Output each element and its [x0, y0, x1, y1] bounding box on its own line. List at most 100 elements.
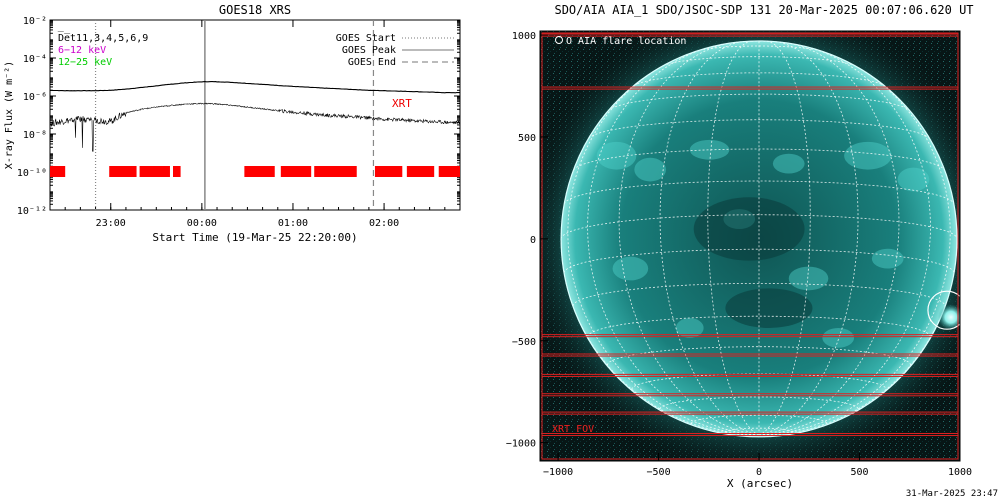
coronal-hole — [725, 288, 813, 328]
goes-y-axis-label: X-ray Flux (W m⁻²) — [4, 61, 15, 169]
active-region — [897, 167, 930, 192]
goes-y-tick-label: 10⁻⁴ — [23, 54, 47, 65]
goes-x-tick-label: 23:00 — [96, 218, 126, 229]
aia-x-axis-label: X (arcsec) — [727, 477, 793, 490]
longitude-line — [758, 42, 900, 436]
aia-x-tick-label: 1000 — [948, 467, 972, 478]
latitude-line — [724, 427, 794, 433]
longitude-line — [618, 42, 760, 436]
xrt-fov-label: XRT FOV — [552, 424, 594, 435]
goes-legend-event: GOES Start — [336, 33, 396, 44]
longitude-line — [758, 40, 811, 436]
goes-legend-channel: 12−25 keV — [58, 57, 112, 68]
aia-x-axis: −1000 −500 0 500 1000 — [543, 453, 972, 478]
goes-y-tick-label: 10⁻⁸ — [23, 130, 47, 141]
goes-series-long — [50, 81, 460, 94]
active-region — [822, 327, 855, 348]
latitude-line — [563, 180, 955, 205]
heliographic-grid — [560, 40, 958, 436]
aia-x-tick-label: −500 — [647, 467, 671, 478]
coronal-hole — [693, 197, 805, 261]
xrt-fov-box — [541, 432, 959, 437]
aia-y-tick-label: −500 — [512, 337, 536, 348]
goes-panel: GOES18 XRS 10⁻² 10⁻⁴ 10⁻⁶ 10⁻⁸ 10⁻¹⁰ 10⁻¹² 23… — [4, 3, 461, 244]
aia-x-tick-label: 0 — [756, 467, 762, 478]
xrt-interval — [109, 166, 137, 177]
flare-brightening — [937, 304, 960, 331]
active-region — [689, 139, 730, 160]
xrt-fov-box — [541, 411, 959, 415]
goes-legend-event: GOES End — [348, 57, 396, 68]
aia-axes-frame — [539, 30, 961, 462]
aia-y-axis: 1000 500 0 −500 −1000 — [506, 31, 548, 450]
xrt-fov-box — [541, 353, 959, 357]
xrt-fov-box — [541, 32, 959, 460]
aia-x-tick-label: −1000 — [543, 467, 573, 478]
xrt-fov-box — [541, 373, 959, 377]
latitude-line — [662, 56, 856, 67]
xrt-interval — [173, 166, 181, 177]
goes-x-tick-label: 02:00 — [369, 218, 399, 229]
longitude-line — [587, 44, 760, 436]
aia-y-tick-label: 0 — [530, 235, 536, 246]
xrt-interval — [406, 166, 435, 177]
latitude-line — [572, 283, 946, 307]
xrt-interval — [139, 166, 170, 177]
goes-legend-event: GOES Peak — [342, 45, 396, 56]
goes-series-short — [50, 102, 460, 152]
xrt-fov-box — [541, 86, 959, 90]
aia-legend-text: O AIA flare location — [566, 36, 686, 47]
xrt-interval — [280, 166, 312, 177]
goes-x-axis-label: Start Time (19-Mar-25 22:20:00) — [152, 231, 357, 244]
goes-y-tick-label: 10⁻¹² — [17, 206, 47, 217]
xrt-fov-box — [541, 393, 959, 397]
active-region — [844, 141, 892, 170]
active-regions — [596, 139, 930, 348]
goes-event-markers — [94, 20, 375, 210]
longitude-line — [758, 44, 931, 436]
goes-x-axis: 23:00 00:00 01:00 02:00 — [49, 20, 461, 229]
aia-panel: SDO/AIA AIA_1 SDO/JSOC-SDP 131 20-Mar-20… — [506, 3, 974, 490]
xrt-coverage — [50, 166, 460, 177]
goes-series — [50, 81, 460, 152]
latitude-line — [633, 72, 885, 87]
aia-legend-marker — [555, 36, 563, 44]
xrt-fov-box — [541, 334, 959, 338]
latitude-line — [588, 119, 930, 139]
goes-title: GOES18 XRS — [219, 3, 291, 17]
footer-timestamp: 31-Mar-2025 23:47 — [906, 489, 998, 499]
solar-limb — [560, 40, 958, 438]
active-region — [871, 248, 904, 269]
flare-location-marker — [927, 290, 960, 330]
goes-y-tick-label: 10⁻⁶ — [23, 92, 47, 103]
xrt-interval — [244, 166, 275, 177]
longitude-line — [567, 59, 760, 436]
aia-y-tick-label: 1000 — [512, 31, 536, 42]
goes-y-axis: 10⁻² 10⁻⁴ 10⁻⁶ 10⁻⁸ 10⁻¹⁰ 10⁻¹² — [17, 16, 460, 217]
goes-x-tick-label: 00:00 — [187, 218, 217, 229]
xrt-interval — [50, 166, 66, 177]
active-region — [634, 157, 667, 182]
aia-y-tick-label: −1000 — [506, 439, 536, 450]
xrt-interval — [374, 166, 403, 177]
longitude-line — [758, 59, 951, 436]
goes-x-tick-label: 01:00 — [278, 218, 308, 229]
goes-legend-channel: 6−12 keV — [58, 45, 106, 56]
active-region — [772, 153, 805, 174]
goes-y-tick-label: 10⁻² — [23, 16, 47, 27]
xrt-interval — [314, 166, 357, 177]
xrt-interval — [438, 166, 460, 177]
longitude-line — [707, 40, 760, 436]
xrt-label: XRT — [392, 97, 412, 110]
goes-y-tick-label: 10⁻¹⁰ — [17, 168, 47, 179]
latitude-line — [659, 396, 859, 409]
latitude-line — [573, 148, 945, 171]
aia-title: SDO/AIA AIA_1 SDO/JSOC-SDP 131 20-Mar-20… — [554, 3, 973, 17]
aia-y-tick-label: 500 — [518, 133, 536, 144]
goes-plot-frame — [49, 19, 461, 211]
active-region — [596, 141, 637, 170]
goes-legend-channel: D̅e̅t11,3,4,5,6,9 — [58, 31, 149, 44]
